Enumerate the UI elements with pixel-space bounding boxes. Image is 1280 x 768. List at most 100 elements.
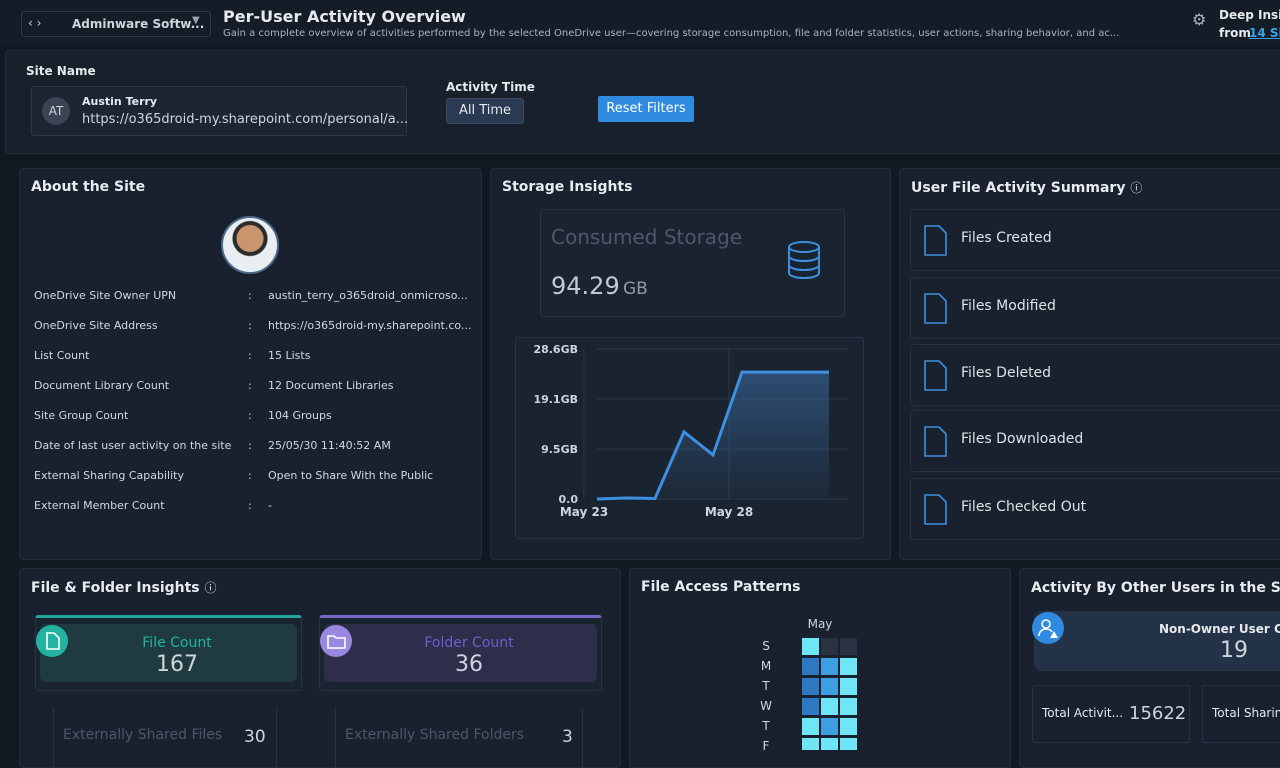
row-separator: : <box>248 469 252 482</box>
y-tick-label: 9.5GB <box>541 443 578 456</box>
doc-icon <box>924 426 947 457</box>
activity-item[interactable]: Files Created <box>910 209 1280 271</box>
title-text: File & Folder Insights <box>31 580 200 596</box>
panel-title: User File Activity Summary ⓘ <box>911 179 1142 196</box>
file-icon <box>36 625 68 657</box>
activity-summary-panel: User File Activity Summary ⓘ Files Creat… <box>899 168 1280 560</box>
database-icon <box>788 241 820 280</box>
folder-count-card: Folder Count 36 <box>319 615 602 691</box>
activity-item[interactable]: Files Checked Out <box>910 478 1280 540</box>
activity-item[interactable]: Files Downloaded <box>910 410 1280 472</box>
breadcrumb[interactable]: Adminware Softw... <box>72 17 205 31</box>
heat-cell <box>802 738 819 750</box>
user-url: https://o365droid-my.sharepoint.com/pers… <box>82 112 409 127</box>
doc-icon <box>924 293 947 324</box>
title-text: Activity By Other Users in the Site <box>1031 580 1280 596</box>
heat-cell <box>840 658 857 675</box>
panel-title: Activity By Other Users in the Site ⓘ <box>1031 579 1280 596</box>
day-label: T <box>761 679 770 693</box>
row-value: https://o365droid-my.sharepoint.co... <box>268 319 472 332</box>
heat-cell <box>840 718 857 735</box>
heat-cell <box>821 658 838 675</box>
site-picker[interactable]: AT Austin Terry https://o365droid-my.sha… <box>31 86 409 136</box>
other-users-panel: Activity By Other Users in the Site ⓘ No… <box>1019 568 1280 768</box>
shared-files-card: Externally Shared Files 30 <box>53 707 277 767</box>
page: {"header":{"breadcrumb":"Adminware Softw… <box>5 7 1280 768</box>
activity-label: Files Created <box>961 230 1052 246</box>
user-name: Austin Terry <box>82 95 158 108</box>
activity-select[interactable]: All Time <box>446 98 524 124</box>
doc-icon <box>924 360 947 391</box>
row-value: Open to Share With the Public <box>268 469 434 482</box>
promo: Deep Insig <box>1219 8 1280 22</box>
heat-cell <box>821 678 838 695</box>
doc-icon <box>924 225 947 256</box>
heat-cell <box>802 718 819 735</box>
y-tick-label: 19.1GB <box>533 393 578 406</box>
row-label: OneDrive Site Address <box>34 319 158 332</box>
row-separator: : <box>248 349 252 362</box>
row-label: Date of last user activity on the site <box>34 439 232 452</box>
row-label: Site Group Count <box>34 409 129 422</box>
heat-cell <box>802 678 819 695</box>
row-separator: : <box>248 409 252 422</box>
avatar: AT <box>42 97 70 125</box>
total-activities: 15622 <box>1129 703 1187 724</box>
activity-item[interactable]: Files Deleted <box>910 344 1280 406</box>
promo-link[interactable]: 14 Si <box>1249 26 1280 40</box>
file-count: 167 <box>156 652 198 677</box>
heat-cell <box>802 698 819 715</box>
file-count-card: File Count 167 <box>35 615 302 691</box>
total-activities-card: Total Activit... 15622 <box>1032 685 1190 743</box>
filter-bar: Site Name AT Austin Terry https://o365dr… <box>5 50 1280 154</box>
row-value: - <box>268 499 272 512</box>
site-label: Site Name <box>26 64 96 78</box>
folder-count-label: Folder Count <box>424 635 514 651</box>
reset-button[interactable]: Reset Filters <box>598 96 694 122</box>
area <box>597 372 829 499</box>
info-icon[interactable]: ⓘ <box>204 581 217 595</box>
storage-chart: 0.0 9.5GB 19.1GB 28.6GB May 23 May 28 <box>533 343 848 519</box>
activity-item[interactable]: Files Modified <box>910 277 1280 339</box>
consumed-card: Consumed Storage 94.29 GB <box>540 209 845 317</box>
row-label: Document Library Count <box>34 379 170 392</box>
row-value: 104 Groups <box>268 409 332 422</box>
total-sharing-card: Total Sharin <box>1202 685 1280 743</box>
heat-cell <box>840 678 857 695</box>
y-tick-label: 28.6GB <box>533 343 578 356</box>
shared-files: 30 <box>244 727 266 747</box>
row-separator: : <box>248 289 252 302</box>
consumed-label: Consumed Storage <box>551 225 743 249</box>
about-panel: About the Site OneDrive Site Owner UPN: a… <box>19 168 482 560</box>
title-text: User File Activity Summary <box>911 180 1126 196</box>
heat-cell <box>840 698 857 715</box>
day-label: T <box>761 719 770 733</box>
heat-cell <box>821 718 838 735</box>
non-owner-label: Non-Owner User Co <box>1159 622 1280 636</box>
breadcrumb-box[interactable]: ‹ › Adminware Softw... ▼ <box>21 11 211 37</box>
promo-from: from <box>1219 26 1251 40</box>
file-count-inner <box>40 624 297 682</box>
non-owner-card: Non-Owner User Co 19 <box>1034 611 1280 671</box>
profile-photo <box>221 216 279 274</box>
shared-folders: 3 <box>562 727 573 747</box>
activity-label: Files Downloaded <box>961 431 1084 447</box>
activity-label: Files Deleted <box>961 365 1052 381</box>
dropdown-caret[interactable]: ▼ <box>192 15 200 26</box>
gear-icon: ⚙ <box>1192 10 1207 29</box>
row-value: 15 Lists <box>268 349 311 362</box>
row-separator: : <box>248 319 252 332</box>
total-sharing-label: Total Sharin <box>1212 706 1280 720</box>
row-label: List Count <box>34 349 90 362</box>
info-icon[interactable]: ⓘ <box>1130 181 1143 195</box>
row-value: 25/05/30 11:40:52 AM <box>268 439 391 452</box>
row-value: austin_terry_o365droid_onmicroso... <box>268 289 468 302</box>
shared-folders-label: Externally Shared Folders <box>345 727 525 743</box>
x-tick-label: May 28 <box>705 505 753 519</box>
activity-label: Activity Time <box>446 80 535 94</box>
folder-count-inner <box>324 624 597 682</box>
total-activities-label: Total Activit... <box>1042 706 1124 720</box>
row-separator: : <box>248 379 252 392</box>
nav-arrows[interactable]: ‹ › <box>28 16 42 30</box>
